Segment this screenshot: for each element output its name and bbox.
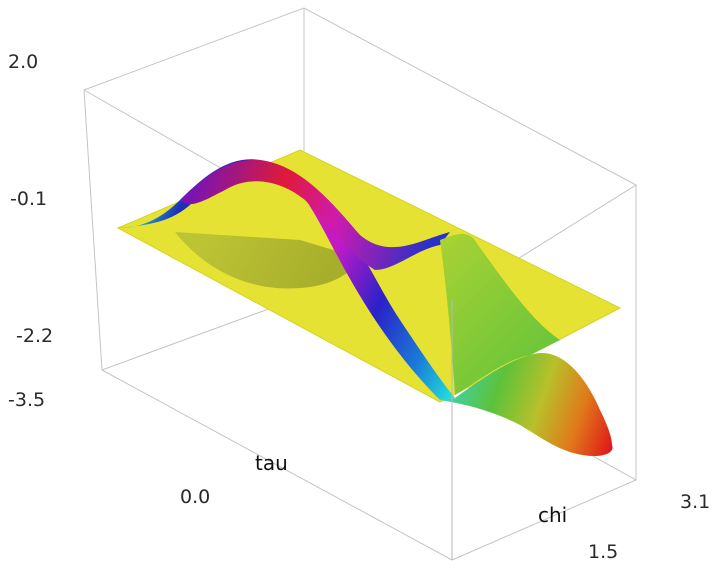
x-tick-label: 1.5 xyxy=(588,541,618,563)
x-axis-label: chi xyxy=(538,503,567,527)
z-tick-label: -3.5 xyxy=(8,389,45,411)
y-tick-label: 0.0 xyxy=(180,486,210,508)
z-axis-ticks: 2.0 -0.1 -2.2 -3.5 xyxy=(8,51,53,411)
surface-right-upper xyxy=(440,233,560,395)
surface-dip xyxy=(175,232,360,289)
surface-right-lower xyxy=(440,353,613,456)
z-tick-label: -0.1 xyxy=(10,188,47,210)
surface-front-face xyxy=(118,159,455,400)
y-axis-label: tau xyxy=(255,451,288,475)
z-tick-label: -2.2 xyxy=(16,325,53,347)
x-tick-label: 3.1 xyxy=(680,491,710,513)
z-tick-label: 2.0 xyxy=(8,51,38,73)
